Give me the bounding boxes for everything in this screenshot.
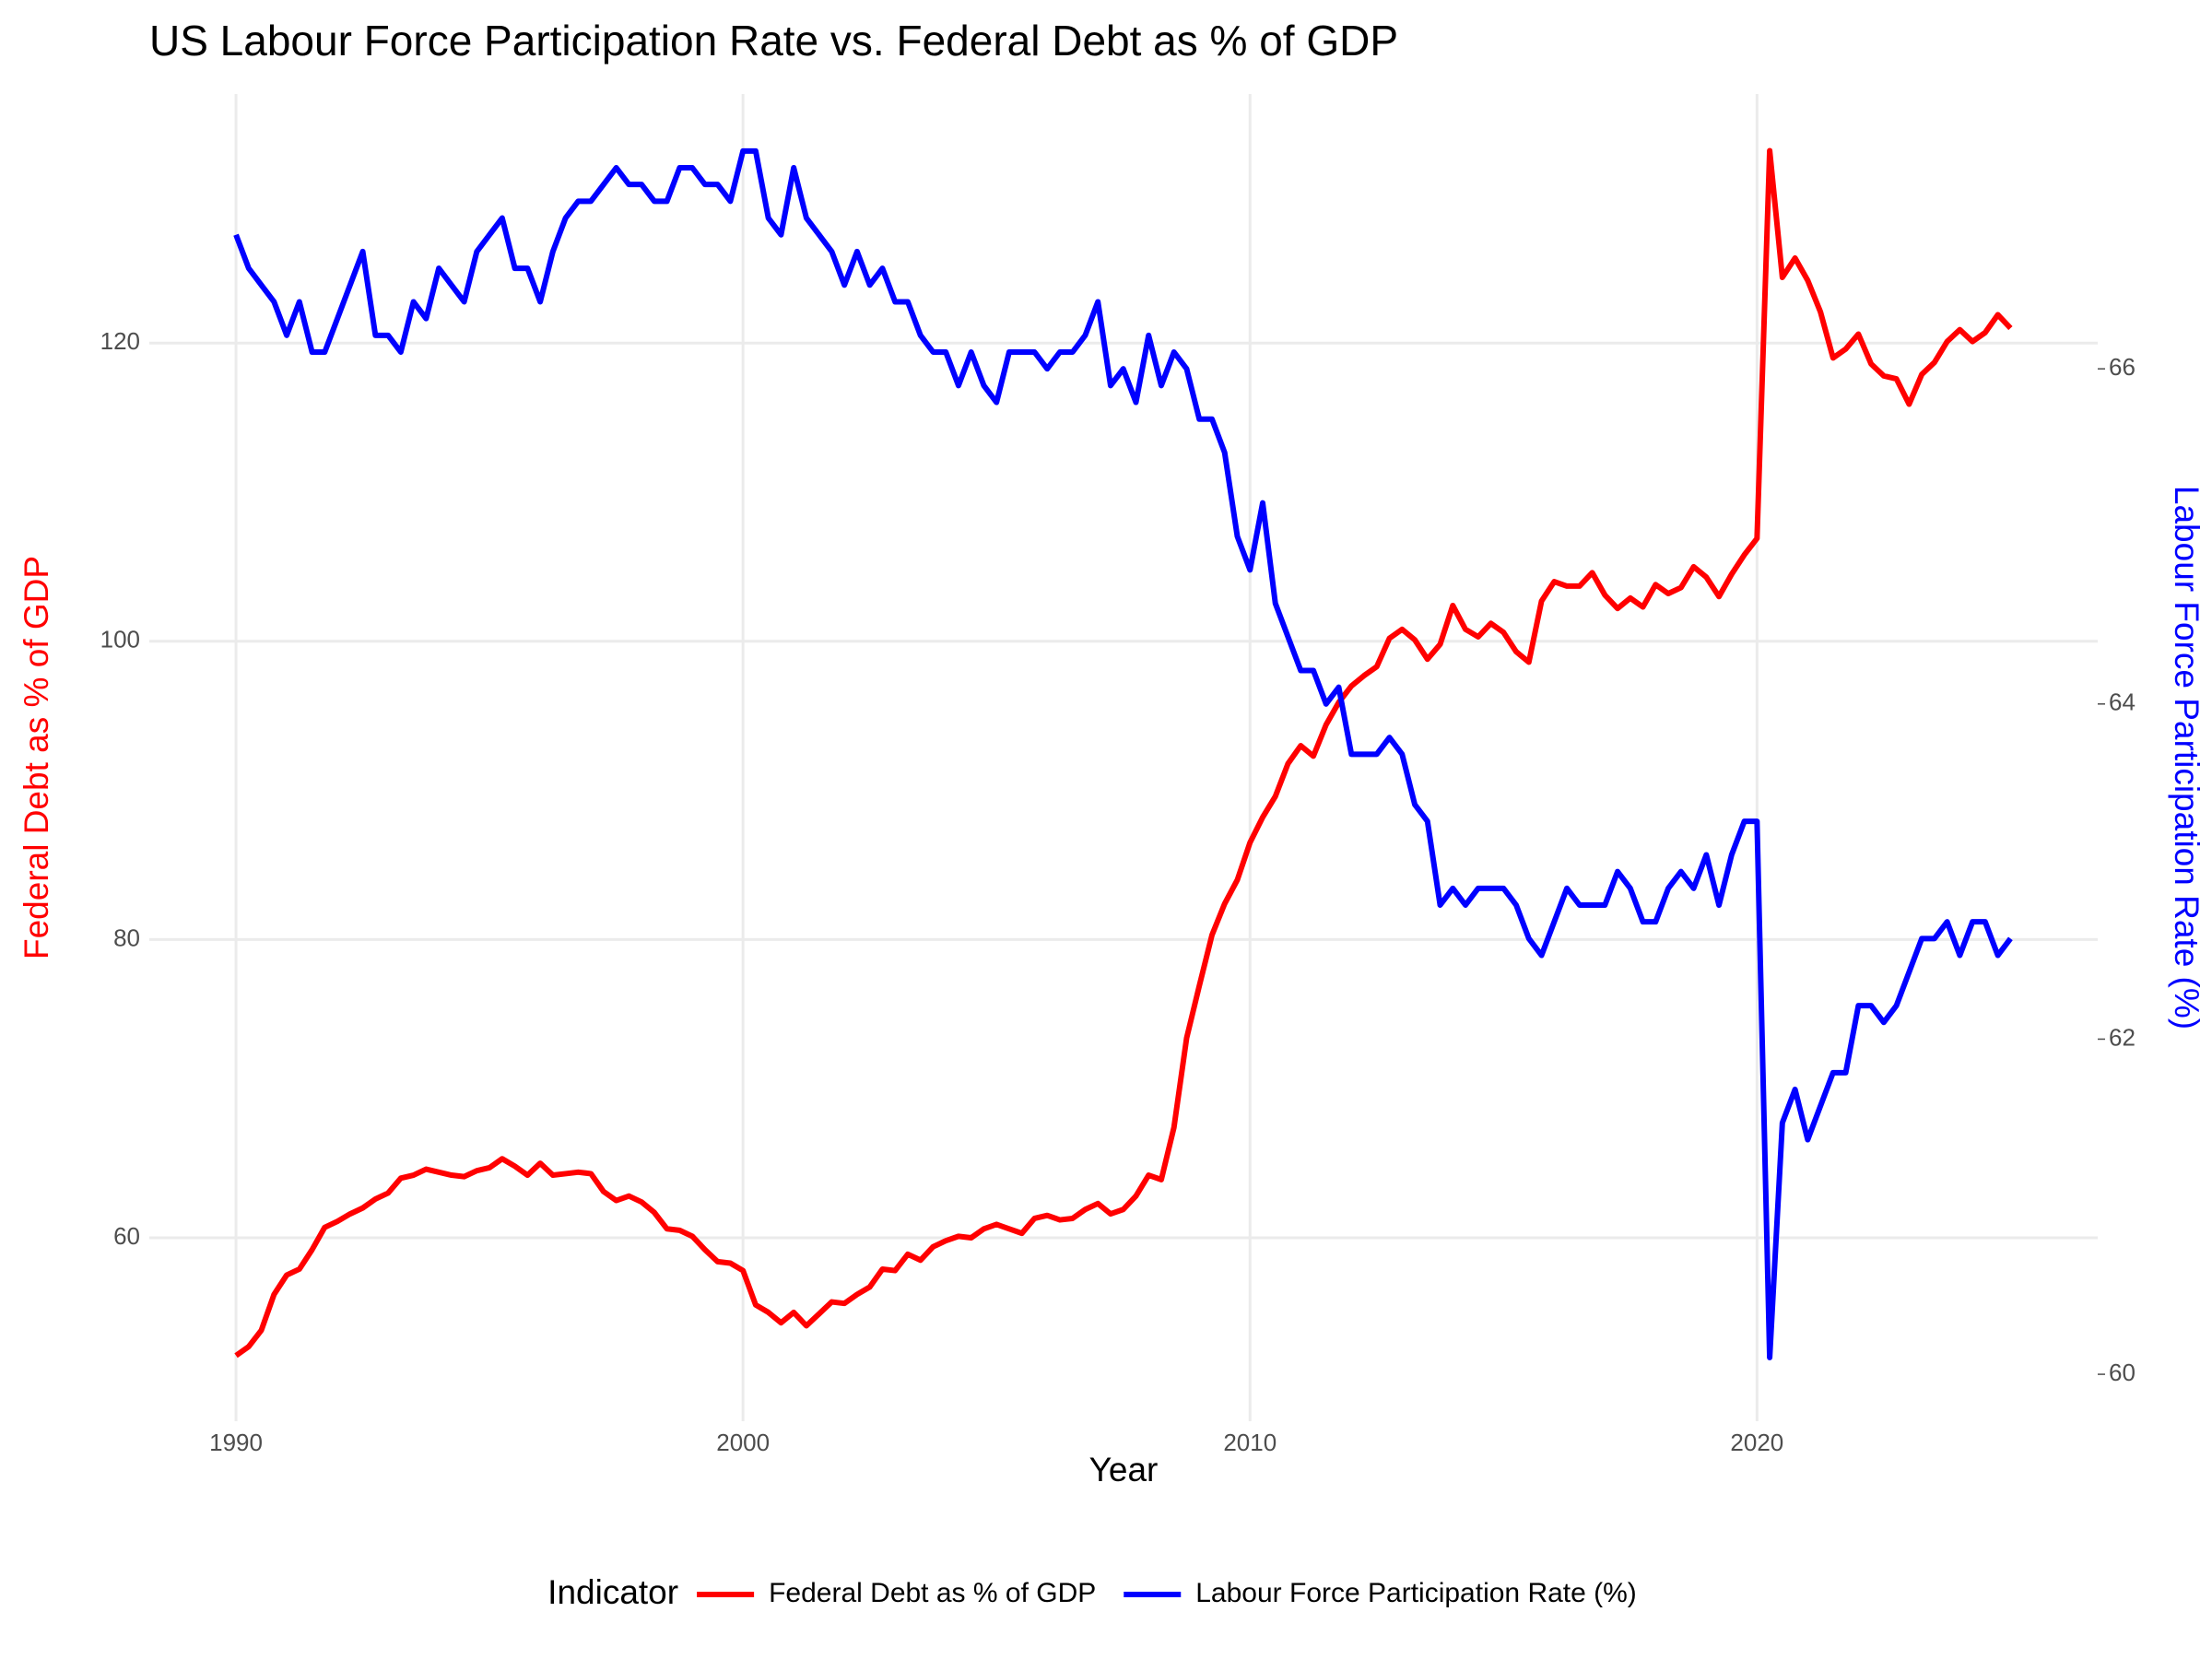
x-tick-label: 2010 (1223, 1429, 1277, 1456)
x-tick-label: 2000 (716, 1429, 770, 1456)
x-axis-title: Year (1089, 1451, 1159, 1488)
legend-label: Labour Force Participation Rate (%) (1195, 1578, 1637, 1608)
data-line (233, 147, 2013, 1360)
y2-tick-label: 60 (2109, 1359, 2136, 1386)
legend-label: Federal Debt as % of GDP (769, 1578, 1096, 1608)
y2-tick-label: 62 (2109, 1023, 2136, 1051)
legend-title: Indicator (547, 1573, 678, 1611)
x-tick-label: 2020 (1730, 1429, 1783, 1456)
chart-title: US Labour Force Participation Rate vs. F… (149, 17, 1398, 65)
y-tick-label: 80 (113, 924, 140, 951)
y-tick-label: 60 (113, 1222, 140, 1250)
y2-tick-label: 64 (2109, 688, 2136, 716)
y-axis-title: Federal Debt as % of GDP (18, 556, 55, 959)
y2-axis-title: Labour Force Participation Rate (%) (2168, 486, 2206, 1030)
y-tick-label: 120 (100, 327, 140, 355)
y2-tick-label: 66 (2109, 353, 2136, 381)
data-line (234, 147, 2013, 1359)
x-tick-label: 1990 (209, 1429, 263, 1456)
y-tick-label: 100 (100, 626, 140, 653)
